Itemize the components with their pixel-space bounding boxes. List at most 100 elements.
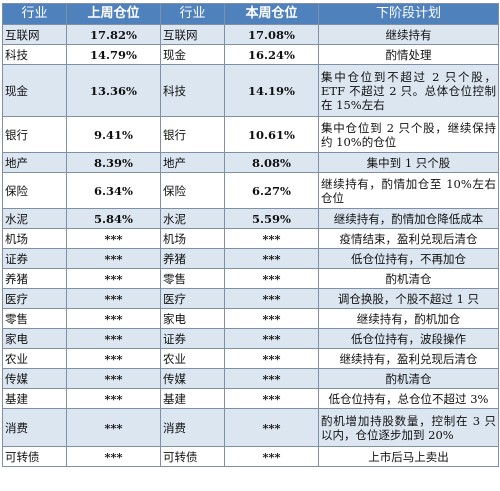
industry-cur-cell: 地产 (160, 152, 225, 173)
plan-cell: 酌机清仓 (318, 368, 499, 389)
cur-position-cell: *** (224, 228, 319, 249)
industry-prev-cell: 地产 (2, 152, 67, 173)
industry-prev-cell: 家电 (2, 328, 67, 349)
prev-position-cell: 8.39% (66, 152, 161, 173)
industry-cur-cell: 零售 (160, 268, 225, 289)
prev-position-cell: 14.79% (66, 44, 161, 65)
prev-position-cell: *** (66, 228, 161, 249)
plan-cell: 继续持有，酌机加仓 (318, 308, 499, 329)
cur-position-cell: 10.61% (224, 116, 319, 153)
prev-position-cell: *** (66, 368, 161, 389)
prev-position-cell: *** (66, 248, 161, 269)
industry-cur-cell: 银行 (160, 116, 225, 153)
industry-prev-cell: 银行 (2, 116, 67, 153)
plan-cell: 上市后马上卖出 (318, 446, 499, 467)
industry-prev-cell: 互联网 (2, 24, 67, 45)
header-industry-prev: 行业 (2, 3, 67, 25)
industry-cur-cell: 医疗 (160, 288, 225, 309)
prev-position-cell: *** (66, 348, 161, 369)
industry-prev-cell: 医疗 (2, 288, 67, 309)
plan-cell: 酌情处理 (318, 44, 499, 65)
prev-position-cell: 13.36% (66, 64, 161, 117)
table-body: 互联网 17.82% 互联网 17.08% 继续持有 科技 14.79% 现金 16.24% 酌情… (2, 24, 499, 467)
industry-prev-cell: 零售 (2, 308, 67, 329)
header-plan: 下阶段计划 (318, 3, 499, 25)
header-industry-cur: 行业 (160, 3, 225, 25)
cur-position-cell: 8.08% (224, 152, 319, 173)
cur-position-cell: *** (224, 446, 319, 467)
table-row: 零售 *** 家电 *** 继续持有，酌机加仓 (2, 308, 499, 329)
plan-cell: 集中仓位到不超过 2 只个股，ETF 不超过 2 只。总体仓位控制在 15%左右 (318, 64, 499, 117)
industry-cur-cell: 消费 (160, 408, 225, 447)
cur-position-cell: *** (224, 328, 319, 349)
table-row: 可转债 *** 可转债 *** 上市后马上卖出 (2, 446, 499, 467)
industry-prev-cell: 现金 (2, 64, 67, 117)
header-prev-position: 上周仓位 (66, 3, 161, 25)
industry-cur-cell: 传媒 (160, 368, 225, 389)
prev-position-cell: 9.41% (66, 116, 161, 153)
table-row: 互联网 17.82% 互联网 17.08% 继续持有 (2, 24, 499, 45)
plan-cell: 酌机清仓 (318, 268, 499, 289)
cur-position-cell: *** (224, 248, 319, 269)
plan-cell: 低仓位持有，总仓位不超过 3% (318, 388, 499, 409)
position-table: 行业 上周仓位 行业 本周仓位 下阶段计划 互联网 17.82% 互联网 17.08%… (2, 3, 499, 467)
industry-cur-cell: 可转债 (160, 446, 225, 467)
prev-position-cell: 6.34% (66, 172, 161, 209)
industry-cur-cell: 养猪 (160, 248, 225, 269)
prev-position-cell: *** (66, 268, 161, 289)
cur-position-cell: *** (224, 308, 319, 329)
prev-position-cell: *** (66, 446, 161, 467)
table-row: 科技 14.79% 现金 16.24% 酌情处理 (2, 44, 499, 65)
plan-cell: 低仓位持有，不再加仓 (318, 248, 499, 269)
industry-cur-cell: 水泥 (160, 208, 225, 229)
plan-cell: 继续持有，酌情加仓降低成本 (318, 208, 499, 229)
industry-prev-cell: 科技 (2, 44, 67, 65)
table-row: 基建 *** 基建 *** 低仓位持有，总仓位不超过 3% (2, 388, 499, 409)
plan-cell: 继续持有 (318, 24, 499, 45)
table-row: 农业 *** 农业 *** 继续持有，盈利兑现后清仓 (2, 348, 499, 369)
plan-cell: 集中仓位到 2 只个股，继续保持约 10%的仓位 (318, 116, 499, 153)
plan-cell: 低仓位持有，波段操作 (318, 328, 499, 349)
industry-prev-cell: 证券 (2, 248, 67, 269)
prev-position-cell: *** (66, 388, 161, 409)
table-row: 家电 *** 证券 *** 低仓位持有，波段操作 (2, 328, 499, 349)
prev-position-cell: *** (66, 308, 161, 329)
cur-position-cell: *** (224, 288, 319, 309)
plan-cell: 疫情结束，盈利兑现后清仓 (318, 228, 499, 249)
industry-prev-cell: 养猪 (2, 268, 67, 289)
industry-cur-cell: 保险 (160, 172, 225, 209)
industry-cur-cell: 家电 (160, 308, 225, 329)
table-row: 传媒 *** 传媒 *** 酌机清仓 (2, 368, 499, 389)
industry-prev-cell: 保险 (2, 172, 67, 209)
industry-cur-cell: 基建 (160, 388, 225, 409)
cur-position-cell: *** (224, 268, 319, 289)
industry-prev-cell: 消费 (2, 408, 67, 447)
cur-position-cell: 5.59% (224, 208, 319, 229)
cur-position-cell: *** (224, 388, 319, 409)
cur-position-cell: *** (224, 408, 319, 447)
table-row: 水泥 5.84% 水泥 5.59% 继续持有，酌情加仓降低成本 (2, 208, 499, 229)
plan-cell: 继续持有，盈利兑现后清仓 (318, 348, 499, 369)
industry-prev-cell: 基建 (2, 388, 67, 409)
industry-cur-cell: 科技 (160, 64, 225, 117)
cur-position-cell: *** (224, 368, 319, 389)
table-row: 证券 *** 养猪 *** 低仓位持有，不再加仓 (2, 248, 499, 269)
industry-cur-cell: 农业 (160, 348, 225, 369)
cur-position-cell: 17.08% (224, 24, 319, 45)
prev-position-cell: 5.84% (66, 208, 161, 229)
prev-position-cell: 17.82% (66, 24, 161, 45)
prev-position-cell: *** (66, 408, 161, 447)
table-row: 养猪 *** 零售 *** 酌机清仓 (2, 268, 499, 289)
industry-cur-cell: 证券 (160, 328, 225, 349)
plan-cell: 调仓换股，个股不超过 1 只 (318, 288, 499, 309)
cur-position-cell: 16.24% (224, 44, 319, 65)
industry-prev-cell: 可转债 (2, 446, 67, 467)
prev-position-cell: *** (66, 328, 161, 349)
table-header-row: 行业 上周仓位 行业 本周仓位 下阶段计划 (2, 3, 499, 25)
table-row: 银行 9.41% 银行 10.61% 集中仓位到 2 只个股，继续保持约 10%的仓位 (2, 116, 499, 153)
cur-position-cell: 14.19% (224, 64, 319, 117)
cur-position-cell: 6.27% (224, 172, 319, 209)
industry-prev-cell: 农业 (2, 348, 67, 369)
industry-cur-cell: 机场 (160, 228, 225, 249)
industry-prev-cell: 水泥 (2, 208, 67, 229)
